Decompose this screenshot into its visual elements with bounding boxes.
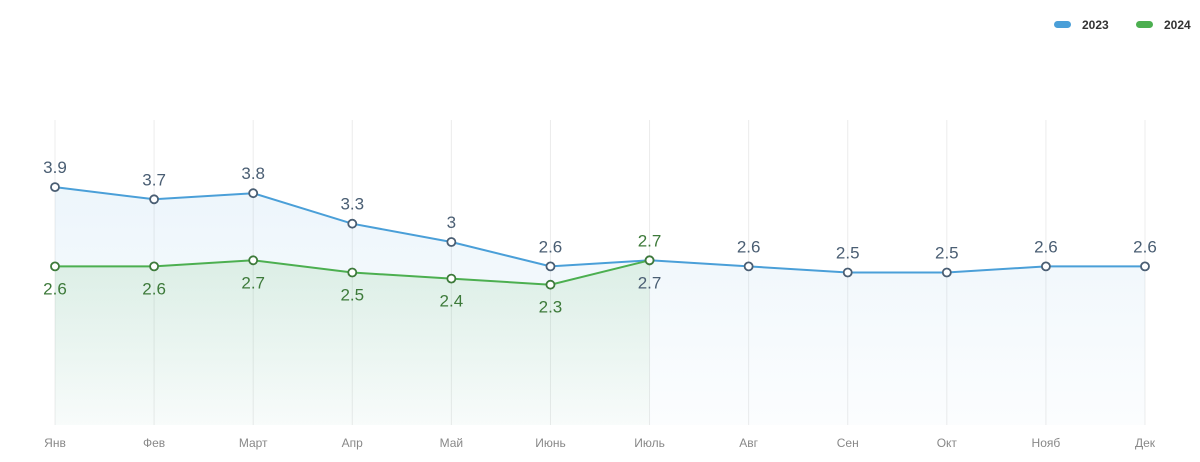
x-tick-label: Март <box>239 436 268 450</box>
legend-label: 2024 <box>1164 18 1191 32</box>
data-label: 2.6 <box>1034 237 1058 256</box>
x-tick-label: Дек <box>1135 436 1156 450</box>
point <box>644 255 655 266</box>
x-tick-label: Июль <box>634 436 665 450</box>
point <box>545 279 556 290</box>
data-label: 3.8 <box>241 164 265 183</box>
area <box>55 260 650 425</box>
point <box>248 255 259 266</box>
point <box>347 218 358 229</box>
point <box>446 273 457 284</box>
data-label: 2.6 <box>43 279 67 298</box>
point <box>743 261 754 272</box>
x-tick-label: Апр <box>342 436 364 450</box>
x-tick-label: Июнь <box>535 436 566 450</box>
point <box>248 188 259 199</box>
data-label: 2.6 <box>737 237 761 256</box>
point <box>1140 261 1150 272</box>
legend-marker <box>1136 21 1153 28</box>
data-label: 3.9 <box>43 158 67 177</box>
data-label: 2.3 <box>539 298 563 317</box>
x-tick-label: Авг <box>739 436 758 450</box>
data-label: 3 <box>447 213 456 232</box>
point <box>149 261 159 272</box>
point <box>941 267 952 278</box>
x-tick-label: Май <box>440 436 464 450</box>
x-tick-label: Фев <box>143 436 165 450</box>
point <box>50 261 60 272</box>
point <box>842 267 853 278</box>
data-label: 2.7 <box>638 231 662 250</box>
point <box>347 267 358 278</box>
data-label: 2.5 <box>836 244 860 263</box>
line <box>54 186 1145 274</box>
point <box>1041 261 1051 272</box>
data-label: 2.6 <box>142 279 166 298</box>
point <box>50 182 60 193</box>
legend-marker <box>1054 21 1071 28</box>
data-label: 3.7 <box>142 170 166 189</box>
data-label: 3.3 <box>340 195 364 214</box>
data-label: 2.6 <box>1133 237 1157 256</box>
x-tick-label: Окт <box>937 436 958 450</box>
point <box>149 194 159 205</box>
data-label: 2.5 <box>340 286 364 305</box>
data-label: 2.5 <box>935 244 959 263</box>
point <box>545 261 556 272</box>
x-tick-label: Нояб <box>1032 436 1061 450</box>
legend-label: 2023 <box>1082 18 1109 32</box>
data-label: 2.7 <box>638 273 662 292</box>
point <box>446 237 457 247</box>
data-label: 2.7 <box>241 273 265 292</box>
data-label: 2.6 <box>539 237 563 256</box>
x-tick-label: Сен <box>837 436 859 450</box>
x-tick-label: Янв <box>44 436 66 450</box>
data-label: 2.4 <box>440 292 464 311</box>
